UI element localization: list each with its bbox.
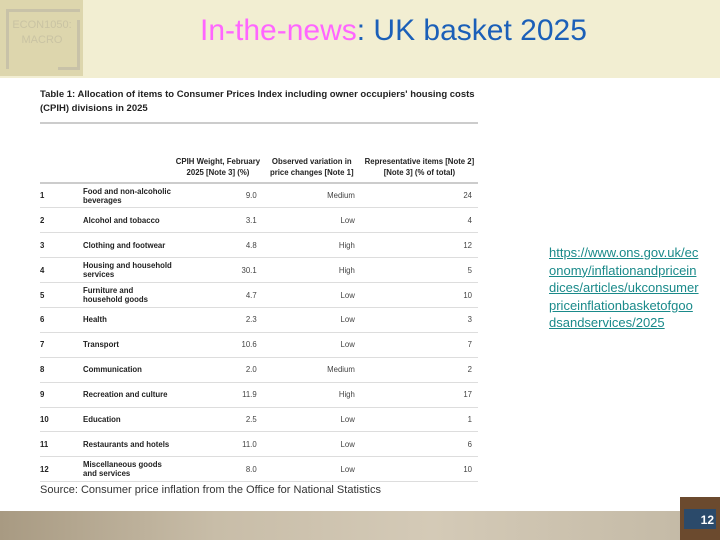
table-cell: Low xyxy=(262,307,361,333)
table-cell: 8.0 xyxy=(173,456,263,483)
logo-text: ECON1050: MACRO xyxy=(12,19,72,46)
table-cell: Medium xyxy=(262,183,361,209)
table-row: 6 Health 2.3 Low 3 xyxy=(40,307,478,333)
table-cell: 10.6 xyxy=(173,332,263,358)
table-cell: High xyxy=(262,232,361,259)
table-cell: 6 xyxy=(360,431,478,458)
slide-title: In-the-news: UK basket 2025 xyxy=(200,14,587,48)
table-cell: 1 xyxy=(360,407,478,433)
table-cell: 12 xyxy=(40,456,83,483)
table-cell: 9 xyxy=(40,382,83,408)
table-row: 4 Housing and household services 30.1 High 5 xyxy=(40,257,478,284)
table-cell: 4.8 xyxy=(173,232,263,259)
table-cell: 10 xyxy=(360,282,478,308)
table-cell: 1 xyxy=(40,183,83,209)
page-number: 12 xyxy=(700,513,714,527)
table-row: 8 Communication 2.0 Medium 2 xyxy=(40,357,478,383)
column-header xyxy=(83,123,173,183)
table-cell: 2.5 xyxy=(173,407,263,433)
table-cell: Recreation and culture xyxy=(83,382,174,408)
table-cell: 30.1 xyxy=(173,257,263,284)
table-cell: Health xyxy=(83,307,174,333)
table-cell: Furniture and household goods xyxy=(83,282,174,308)
table-cell: 3.1 xyxy=(173,207,263,234)
table-cell: Low xyxy=(262,207,361,234)
table-cell: Low xyxy=(262,456,361,483)
table-cell: High xyxy=(262,257,361,284)
table-row: 3 Clothing and footwear 4.8 High 12 xyxy=(40,232,478,259)
table-cell: Low xyxy=(262,431,361,458)
table-cell: Communication xyxy=(83,357,174,383)
page-number-badge: 12 xyxy=(680,497,720,540)
title-rest: : UK basket 2025 xyxy=(356,14,587,47)
table-cell: 10 xyxy=(360,456,478,483)
table-cell: Alcohol and tobacco xyxy=(83,207,174,234)
title-highlight: In-the-news xyxy=(200,14,357,47)
table-cell: 4 xyxy=(40,257,83,284)
table-cell: 4 xyxy=(360,207,478,234)
table-cell: 3 xyxy=(40,232,83,259)
table-cell: 9.0 xyxy=(173,183,263,209)
table-cell: Low xyxy=(262,407,361,433)
monitor-icon xyxy=(684,509,716,529)
table-cell: High xyxy=(262,382,361,408)
table-cell: Housing and household services xyxy=(83,257,174,284)
table-cell: 11 xyxy=(40,431,83,458)
table-row: 7 Transport 10.6 Low 7 xyxy=(40,332,478,358)
table-cell: Low xyxy=(262,282,361,308)
table-cell: 5 xyxy=(360,257,478,284)
table-cell: Education xyxy=(83,407,174,433)
table-cell: 3 xyxy=(360,307,478,333)
table-row: 10 Education 2.5 Low 1 xyxy=(40,407,478,433)
table-cell: Medium xyxy=(262,357,361,383)
table-header-row: CPIH Weight, February 2025 [Note 3] (%) O… xyxy=(40,123,478,183)
table-cell: Restaurants and hotels xyxy=(83,431,174,458)
table-cell: 2.0 xyxy=(173,357,263,383)
footer-photo xyxy=(0,511,720,540)
table-cell: 8 xyxy=(40,357,83,383)
table-cell: 2.3 xyxy=(173,307,263,333)
table-cell: 7 xyxy=(360,332,478,358)
table-row: 11 Restaurants and hotels 11.0 Low 6 xyxy=(40,431,478,458)
column-header: CPIH Weight, February 2025 [Note 3] (%) xyxy=(175,157,261,177)
table-cell: 12 xyxy=(360,232,478,259)
table-row: 12 Miscellaneous goods and services 8.0 Low… xyxy=(40,456,478,483)
slide-header: ECON1050: MACRO In-the-news: UK basket 2… xyxy=(0,0,720,78)
table-cell: 6 xyxy=(40,307,83,333)
table-cell: Miscellaneous goods and services xyxy=(83,456,174,483)
course-logo: ECON1050: MACRO xyxy=(0,0,83,76)
table-cell: 5 xyxy=(40,282,83,308)
column-header: Representative items [Note 2] [Note 3] (… xyxy=(364,157,475,177)
table-cell: Food and non-alcoholic beverages xyxy=(83,183,174,209)
table-cell: Transport xyxy=(83,332,174,358)
ons-article-link[interactable]: https://www.ons.gov.uk/economy/inflation… xyxy=(549,245,699,330)
source-note: Source: Consumer price inflation from th… xyxy=(40,484,381,496)
table-cell: Low xyxy=(262,332,361,358)
table-row: 1 Food and non-alcoholic beverages 9.0 Medi… xyxy=(40,183,478,209)
table-cell: 4.7 xyxy=(173,282,263,308)
table-caption: Table 1: Allocation of items to Consumer… xyxy=(40,89,475,114)
table-cell: 11.9 xyxy=(173,382,263,408)
table-cell: 11.0 xyxy=(173,431,263,458)
table-cell: 2 xyxy=(40,207,83,234)
table-cell: 2 xyxy=(360,357,478,383)
table-cell: Clothing and footwear xyxy=(83,232,174,259)
column-header xyxy=(40,123,83,183)
column-header: Observed variation in price changes [Not… xyxy=(269,157,354,177)
table-row: 9 Recreation and culture 11.9 High 17 xyxy=(40,382,478,408)
table-cell: 24 xyxy=(360,183,478,209)
logo-frame xyxy=(58,20,80,70)
table-cell: 10 xyxy=(40,407,83,433)
logo-frame xyxy=(6,9,80,69)
table-cell: 7 xyxy=(40,332,83,358)
table-cell: 17 xyxy=(360,382,478,408)
cpih-table: CPIH Weight, February 2025 [Note 3] (%) O… xyxy=(40,122,478,483)
table-row: 2 Alcohol and tobacco 3.1 Low 4 xyxy=(40,207,478,234)
table-row: 5 Furniture and household goods 4.7 Low 10 xyxy=(40,282,478,308)
